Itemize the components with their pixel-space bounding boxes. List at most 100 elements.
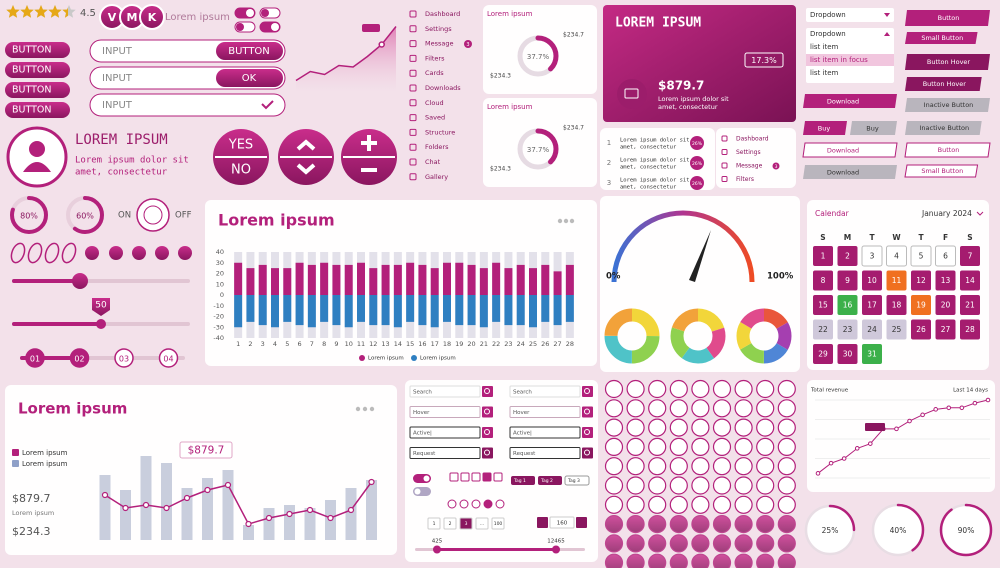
- calendar-day[interactable]: [861, 245, 883, 267]
- form-field[interactable]: [509, 447, 581, 459]
- page-button[interactable]: [475, 517, 489, 530]
- form-field[interactable]: [409, 406, 481, 418]
- input-field[interactable]: [89, 93, 286, 117]
- action-button[interactable]: [904, 142, 991, 158]
- input-button[interactable]: [216, 69, 283, 87]
- icon-button[interactable]: [132, 246, 146, 260]
- form-field[interactable]: [509, 385, 581, 398]
- form-field[interactable]: [509, 426, 581, 439]
- stepper-field[interactable]: [549, 516, 575, 529]
- list-item[interactable]: list item: [810, 43, 839, 51]
- form-field[interactable]: [409, 447, 481, 459]
- stepper-minus[interactable]: [537, 517, 548, 528]
- form-field[interactable]: [509, 406, 581, 418]
- menu-item[interactable]: Cloud: [425, 99, 444, 107]
- action-button[interactable]: [905, 121, 982, 135]
- menu-item[interactable]: Settings: [736, 149, 761, 156]
- menu-item[interactable]: Folders: [425, 143, 449, 151]
- radio[interactable]: [459, 499, 469, 509]
- download-button[interactable]: [850, 121, 897, 135]
- menu-item[interactable]: Message: [736, 163, 763, 170]
- calendar-day[interactable]: [886, 270, 907, 291]
- list-item[interactable]: list item: [810, 69, 839, 77]
- calendar-day[interactable]: [862, 295, 882, 315]
- page-button[interactable]: [427, 517, 441, 530]
- calendar-day[interactable]: [837, 295, 858, 315]
- search-button[interactable]: [582, 386, 593, 397]
- calendar-day[interactable]: [862, 319, 882, 340]
- calendar-day[interactable]: [935, 245, 956, 267]
- search-button[interactable]: [582, 427, 593, 438]
- menu-item[interactable]: Structure: [425, 128, 455, 136]
- tag[interactable]: [511, 476, 535, 485]
- checkbox[interactable]: [493, 472, 503, 482]
- checkbox[interactable]: [471, 472, 481, 482]
- calendar-day[interactable]: [911, 270, 931, 291]
- calendar-day[interactable]: [886, 319, 907, 340]
- slider-thumb[interactable]: [72, 273, 88, 289]
- calendar-day[interactable]: [960, 246, 980, 266]
- menu-item[interactable]: Cards: [425, 69, 444, 77]
- download-button[interactable]: [803, 121, 847, 135]
- calendar-day[interactable]: [813, 344, 833, 364]
- calendar-day[interactable]: [935, 270, 956, 291]
- search-button[interactable]: [482, 406, 493, 418]
- calendar-day[interactable]: [911, 295, 931, 315]
- page-button[interactable]: [491, 517, 505, 530]
- action-button[interactable]: [905, 77, 982, 91]
- menu-item[interactable]: Chat: [425, 158, 441, 166]
- menu-item[interactable]: Saved: [425, 114, 445, 122]
- radio[interactable]: [471, 499, 481, 509]
- list-item[interactable]: list item in focus: [810, 56, 868, 64]
- input-button[interactable]: [216, 42, 283, 60]
- calendar-day[interactable]: [886, 245, 907, 267]
- button[interactable]: [5, 82, 70, 98]
- radio[interactable]: [447, 499, 457, 509]
- menu-item[interactable]: Downloads: [425, 84, 461, 92]
- search-button[interactable]: [482, 386, 493, 397]
- range-thumb[interactable]: [433, 545, 441, 554]
- search-button[interactable]: [582, 406, 593, 418]
- icon-button[interactable]: [109, 246, 123, 260]
- icon-button[interactable]: [178, 246, 192, 260]
- calendar-day[interactable]: [837, 246, 858, 266]
- checkbox[interactable]: [460, 472, 470, 482]
- download-button[interactable]: [803, 165, 897, 179]
- calendar-day[interactable]: [813, 319, 833, 340]
- action-button[interactable]: [905, 54, 990, 70]
- calendar-day[interactable]: [935, 295, 956, 315]
- stepper-plus[interactable]: [576, 517, 587, 528]
- action-button[interactable]: [905, 10, 990, 26]
- calendar-day[interactable]: [910, 245, 932, 267]
- search-button[interactable]: [482, 427, 493, 438]
- download-button[interactable]: [803, 94, 897, 108]
- form-field[interactable]: [409, 385, 481, 398]
- calendar-day[interactable]: [960, 319, 980, 340]
- calendar-day[interactable]: [862, 270, 882, 291]
- calendar-day[interactable]: [813, 270, 833, 291]
- range-thumb[interactable]: [552, 545, 560, 554]
- action-button[interactable]: [905, 98, 990, 112]
- icon-button[interactable]: [85, 246, 99, 260]
- calendar-day[interactable]: [837, 344, 858, 364]
- calendar-day[interactable]: [960, 270, 980, 291]
- search-button[interactable]: [582, 447, 593, 459]
- download-button[interactable]: [802, 142, 898, 158]
- dropdown[interactable]: [806, 8, 894, 22]
- menu-item[interactable]: Filters: [425, 54, 445, 62]
- checkbox[interactable]: [482, 472, 492, 482]
- calendar-day[interactable]: [862, 344, 882, 364]
- action-button[interactable]: [905, 32, 978, 44]
- calendar-day[interactable]: [911, 319, 931, 340]
- menu-item[interactable]: Dashboard: [425, 10, 460, 18]
- radio[interactable]: [495, 499, 505, 509]
- tag[interactable]: [564, 475, 590, 486]
- radio[interactable]: [483, 499, 493, 509]
- menu-item[interactable]: Message: [425, 40, 454, 48]
- form-field[interactable]: [409, 426, 481, 439]
- menu-item[interactable]: Settings: [425, 25, 452, 33]
- button[interactable]: [5, 102, 70, 118]
- button[interactable]: [5, 62, 70, 78]
- action-button[interactable]: [904, 164, 979, 178]
- calendar-day[interactable]: [837, 319, 858, 340]
